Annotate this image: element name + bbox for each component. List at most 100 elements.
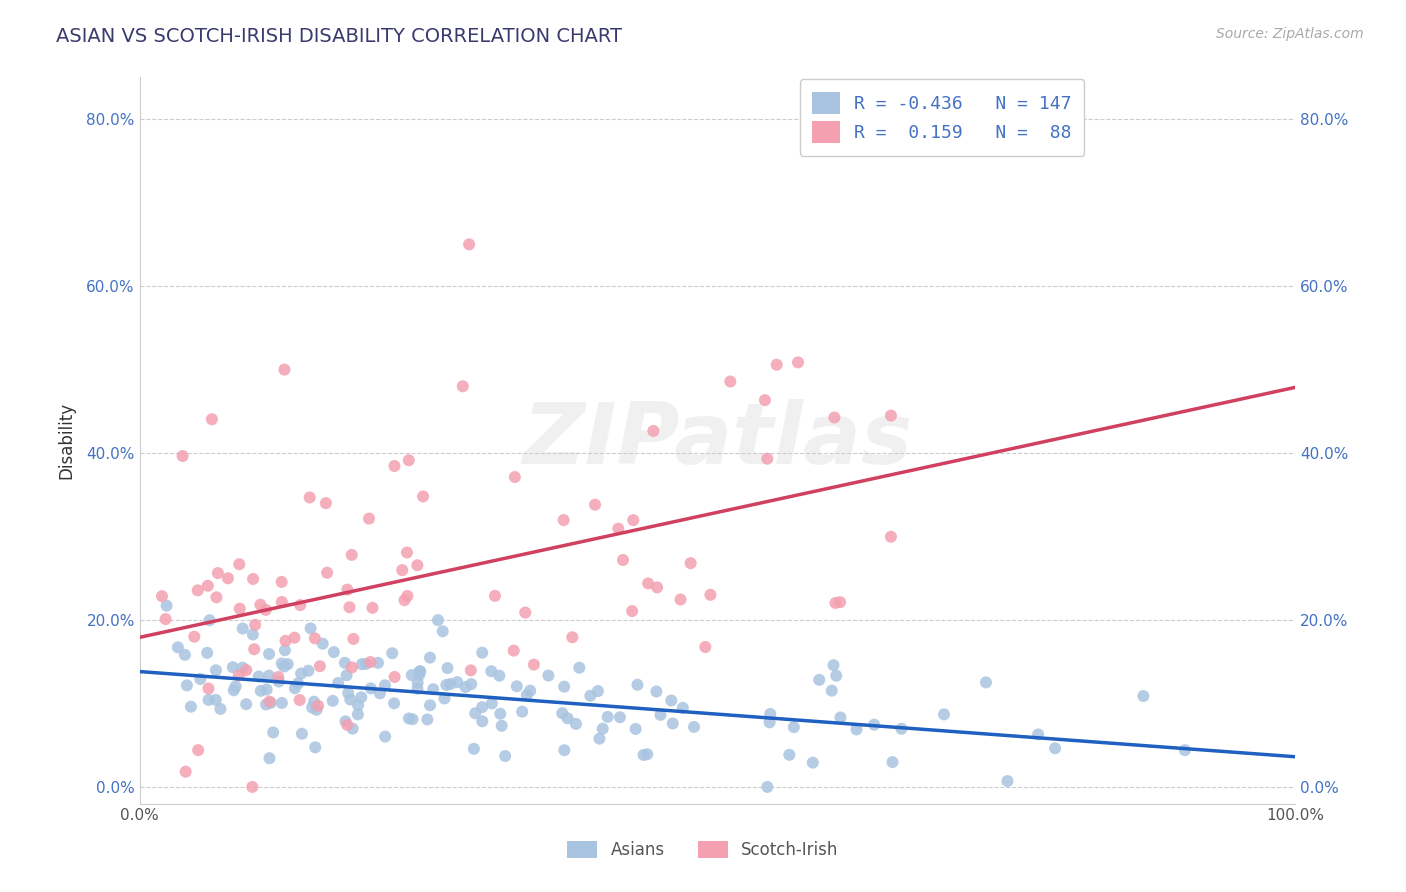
Point [242,572,264,586]
Point [624,722,647,736]
Point [262,725,284,739]
Point [395,545,418,559]
Point [201,412,224,426]
Point [607,522,630,536]
Point [273,659,295,673]
Point [565,717,588,731]
Point [382,697,405,711]
Point [205,591,228,605]
Point [433,691,456,706]
Point [339,600,361,615]
Point [880,530,903,544]
Point [384,458,406,473]
Point [408,667,430,681]
Point [568,661,591,675]
Point [830,595,852,609]
Point [270,595,292,609]
Point [756,780,779,794]
Point [823,658,845,673]
Point [551,706,574,721]
Point [222,660,245,674]
Text: ZIPatlas: ZIPatlas [523,399,912,482]
Point [350,690,373,705]
Point [997,774,1019,789]
Point [672,701,695,715]
Point [247,669,270,683]
Point [406,558,429,573]
Point [471,714,494,729]
Point [270,574,292,589]
Point [409,664,432,678]
Point [391,563,413,577]
Point [297,664,319,678]
Point [316,566,339,580]
Point [339,692,361,706]
Point [305,703,328,717]
Point [172,449,194,463]
Point [361,600,384,615]
Point [460,677,482,691]
Point [277,657,299,671]
Point [342,632,364,646]
Point [645,684,668,698]
Point [882,755,904,769]
Point [197,693,219,707]
Point [381,646,404,660]
Point [454,680,477,694]
Point [880,409,903,423]
Point [312,637,335,651]
Point [830,710,852,724]
Point [287,676,309,690]
Point [1174,743,1197,757]
Point [494,749,516,764]
Point [516,688,538,702]
Y-axis label: Disability: Disability [58,402,75,479]
Point [340,660,363,674]
Point [778,747,800,762]
Point [823,410,845,425]
Point [695,640,717,654]
Point [290,666,312,681]
Point [298,491,321,505]
Point [347,698,370,713]
Point [187,743,209,757]
Point [155,599,177,613]
Point [257,668,280,682]
Point [367,656,389,670]
Point [384,670,406,684]
Point [290,598,312,612]
Point [471,646,494,660]
Point [254,603,277,617]
Point [645,581,668,595]
Legend: R = -0.436   N = 147, R =  0.159   N =  88: R = -0.436 N = 147, R = 0.159 N = 88 [800,79,1084,156]
Point [328,676,350,690]
Point [460,664,482,678]
Point [354,657,377,671]
Point [357,511,380,525]
Point [197,681,219,696]
Point [416,713,439,727]
Point [257,647,280,661]
Point [801,756,824,770]
Point [204,693,226,707]
Point [479,665,502,679]
Point [315,496,337,510]
Point [553,513,575,527]
Point [974,675,997,690]
Point [756,451,779,466]
Point [422,682,444,697]
Point [481,697,503,711]
Point [612,553,634,567]
Point [235,663,257,677]
Point [765,358,787,372]
Text: ASIAN VS SCOTCH-IRISH DISABILITY CORRELATION CHART: ASIAN VS SCOTCH-IRISH DISABILITY CORRELA… [56,27,623,45]
Point [368,686,391,700]
Point [398,711,420,725]
Point [174,764,197,779]
Point [436,661,458,675]
Point [250,683,273,698]
Point [398,453,420,467]
Point [302,695,325,709]
Point [621,513,644,527]
Point [406,681,429,696]
